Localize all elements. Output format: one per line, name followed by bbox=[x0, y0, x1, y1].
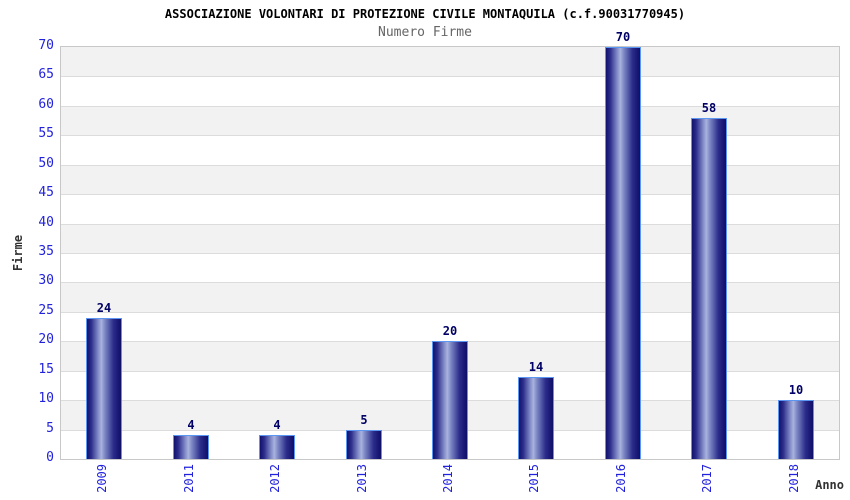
x-tick-label: 2009 bbox=[95, 464, 109, 493]
y-tick-label: 65 bbox=[38, 67, 54, 82]
x-tick-label: 2013 bbox=[355, 464, 369, 493]
plot-area: 24 4 4 5 20 14 70 58 10 bbox=[60, 30, 840, 460]
bar-2012 bbox=[259, 435, 295, 459]
gridline bbox=[61, 106, 839, 107]
bar-2013 bbox=[346, 430, 382, 459]
y-tick-label: 30 bbox=[38, 273, 54, 288]
gridline bbox=[61, 194, 839, 195]
y-tick-label: 55 bbox=[38, 126, 54, 141]
bar-2009 bbox=[86, 318, 122, 459]
bar-value-label: 5 bbox=[360, 413, 368, 427]
x-tick-label: 2014 bbox=[441, 464, 455, 493]
y-tick-label: 40 bbox=[38, 215, 54, 230]
bar-value-label: 58 bbox=[701, 101, 717, 115]
x-tick-label: 2017 bbox=[700, 464, 714, 493]
x-axis-title: Anno bbox=[815, 478, 844, 492]
bar-value-label: 4 bbox=[273, 418, 281, 432]
plot-band bbox=[61, 47, 839, 76]
y-tick-label: 70 bbox=[38, 38, 54, 53]
bar-2018 bbox=[778, 400, 814, 459]
x-tick-label: 2016 bbox=[614, 464, 628, 493]
chart-subtitle: Numero Firme bbox=[378, 25, 472, 40]
y-tick-label: 20 bbox=[38, 332, 54, 347]
plot-band bbox=[61, 76, 839, 106]
bar-value-label: 24 bbox=[96, 301, 112, 315]
chart-title: ASSOCIAZIONE VOLONTARI DI PROTEZIONE CIV… bbox=[164, 7, 686, 21]
gridline bbox=[61, 282, 839, 283]
y-tick-label: 45 bbox=[38, 185, 54, 200]
bar-2011 bbox=[173, 435, 209, 459]
gridline bbox=[61, 312, 839, 313]
bar-value-label: 10 bbox=[788, 383, 804, 397]
bar-2016 bbox=[605, 47, 641, 459]
bar-2015 bbox=[518, 377, 554, 459]
gridline bbox=[61, 253, 839, 254]
bar-value-label: 70 bbox=[615, 30, 631, 44]
bar-2014 bbox=[432, 341, 468, 459]
bar-value-label: 4 bbox=[187, 418, 195, 432]
y-tick-label: 60 bbox=[38, 97, 54, 112]
y-tick-label: 25 bbox=[38, 303, 54, 318]
bar-value-label: 20 bbox=[442, 324, 458, 338]
y-tick-label: 10 bbox=[38, 391, 54, 406]
bar-value-label: 14 bbox=[528, 360, 544, 374]
y-tick-label: 50 bbox=[38, 156, 54, 171]
gridline bbox=[61, 165, 839, 166]
x-tick-label: 2012 bbox=[268, 464, 282, 493]
bar-2017 bbox=[691, 118, 727, 459]
gridline bbox=[61, 135, 839, 136]
y-tick-label: 5 bbox=[46, 421, 54, 436]
x-tick-label: 2015 bbox=[527, 464, 541, 493]
x-tick-label: 2018 bbox=[787, 464, 801, 493]
y-tick-label: 0 bbox=[46, 450, 54, 465]
x-tick-label: 2011 bbox=[182, 464, 196, 493]
gridline bbox=[61, 76, 839, 77]
y-tick-label: 15 bbox=[38, 362, 54, 377]
gridline bbox=[61, 224, 839, 225]
y-tick-label: 35 bbox=[38, 244, 54, 259]
